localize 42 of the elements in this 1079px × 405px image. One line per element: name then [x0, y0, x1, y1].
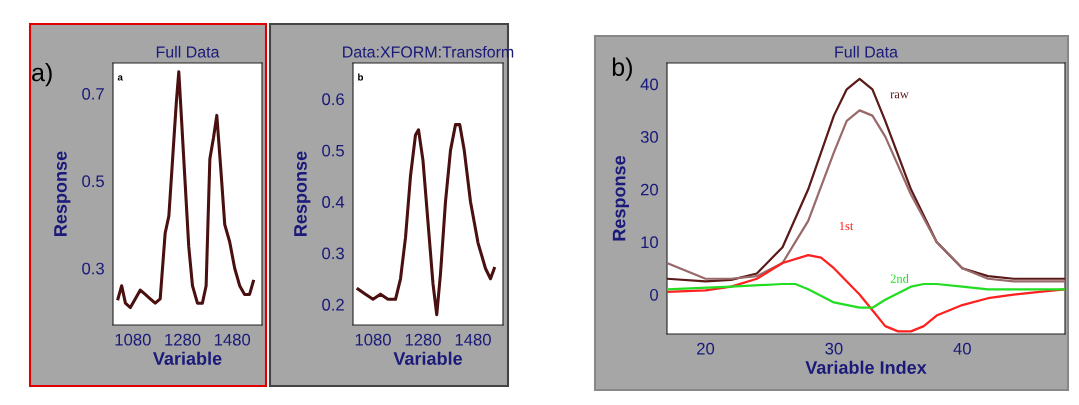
- y-axis-title: Response: [294, 151, 311, 236]
- line-series: [116, 70, 255, 310]
- line-series: [667, 77, 1065, 283]
- y-tick-label: 30: [640, 131, 659, 143]
- x-tick-label: 1080: [355, 333, 391, 346]
- series-label: raw: [890, 92, 909, 99]
- y-tick-label: 40: [640, 78, 659, 91]
- annotation: a: [117, 75, 123, 81]
- y-tick-label: 0.7: [82, 87, 104, 100]
- y-tick-label: 0.4: [322, 196, 345, 208]
- text: 1st: [839, 221, 854, 231]
- y-tick-label: 0.5: [322, 144, 344, 157]
- text: b): [612, 57, 632, 81]
- y-tick-label: 0.5: [82, 175, 104, 188]
- y-tick-label: 0: [650, 288, 659, 301]
- x-tick-label: 1080: [115, 333, 151, 346]
- line-series: [667, 282, 1065, 309]
- x-axis-title: Variable: [152, 351, 222, 365]
- x-tick-label: 1280: [165, 333, 201, 346]
- y-axis-title: Response: [612, 155, 630, 241]
- x-tick-label: 1480: [455, 333, 491, 346]
- chart-title: Full Data: [835, 45, 898, 58]
- annotation: b: [358, 73, 364, 81]
- y-tick-label: 0.6: [322, 93, 344, 106]
- x-axis-title: Variable Index: [805, 360, 927, 374]
- x-tick-label: 1280: [405, 333, 441, 346]
- x-axis-title: Variable: [393, 351, 463, 365]
- x-tick-label: 1480: [214, 333, 251, 346]
- y-tick-label: 0.3: [322, 247, 344, 260]
- x-tick-label: 40: [953, 342, 971, 355]
- series-label: 2nd: [890, 274, 909, 283]
- y-tick-label: 0.2: [322, 298, 344, 311]
- y-tick-label: 20: [640, 183, 659, 196]
- y-tick-label: 0.3: [82, 262, 104, 275]
- chart-title: Full Data: [156, 45, 220, 58]
- line-series: [356, 123, 496, 317]
- y-tick-label: 10: [641, 236, 659, 249]
- text: a): [32, 63, 52, 87]
- x-tick-label: 30: [825, 342, 843, 355]
- line-series: [667, 109, 1065, 283]
- y-axis-title: Response: [54, 151, 71, 236]
- x-tick-label: 20: [697, 342, 715, 355]
